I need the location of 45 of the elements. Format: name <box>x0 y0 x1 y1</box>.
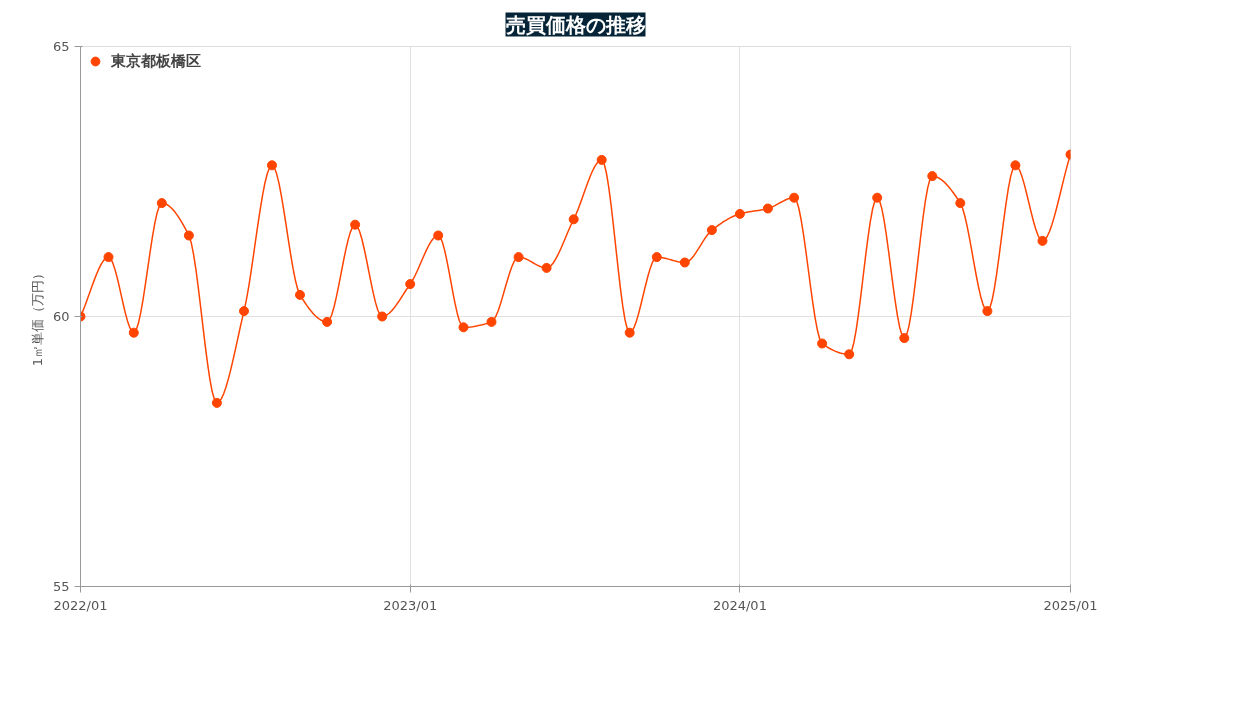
point <box>513 252 524 263</box>
point <box>872 192 883 203</box>
point <box>211 397 222 408</box>
point <box>734 208 745 219</box>
point <box>982 306 993 317</box>
point <box>183 230 194 241</box>
point <box>568 214 579 225</box>
point <box>817 338 828 349</box>
point <box>955 198 966 209</box>
point <box>844 349 855 360</box>
point <box>899 333 910 344</box>
point <box>624 327 635 338</box>
point <box>1037 235 1048 246</box>
point <box>927 171 938 182</box>
point <box>322 316 333 327</box>
point <box>405 279 416 290</box>
point <box>103 252 114 263</box>
point <box>377 311 388 322</box>
point <box>267 160 277 171</box>
x-tick-label: 2022/01 <box>53 597 108 613</box>
x-tick-label: 2024/01 <box>712 597 767 613</box>
y-tick-label: 55 <box>52 579 70 594</box>
point <box>679 257 690 268</box>
point <box>651 252 662 263</box>
point <box>762 203 773 214</box>
point <box>596 154 607 165</box>
point <box>238 306 249 317</box>
point <box>706 225 717 236</box>
chart-title: 売買価格の推移 <box>505 12 646 37</box>
y-axis-title: 1㎡単価（万円） <box>29 266 45 367</box>
y-tick-label: 65 <box>52 39 70 54</box>
point <box>156 198 167 209</box>
point <box>486 316 497 327</box>
y-tick-label: 60 <box>52 309 70 324</box>
point <box>789 192 800 203</box>
x-tick-label: 2023/01 <box>383 597 438 613</box>
point <box>128 327 139 338</box>
point <box>433 230 444 241</box>
point <box>458 322 469 333</box>
point <box>350 219 361 230</box>
point <box>295 289 305 300</box>
point <box>541 262 552 273</box>
x-tick-label: 2025/01 <box>1043 597 1098 613</box>
point <box>1010 160 1021 171</box>
legend-label: 東京都板橋区 <box>111 51 201 71</box>
